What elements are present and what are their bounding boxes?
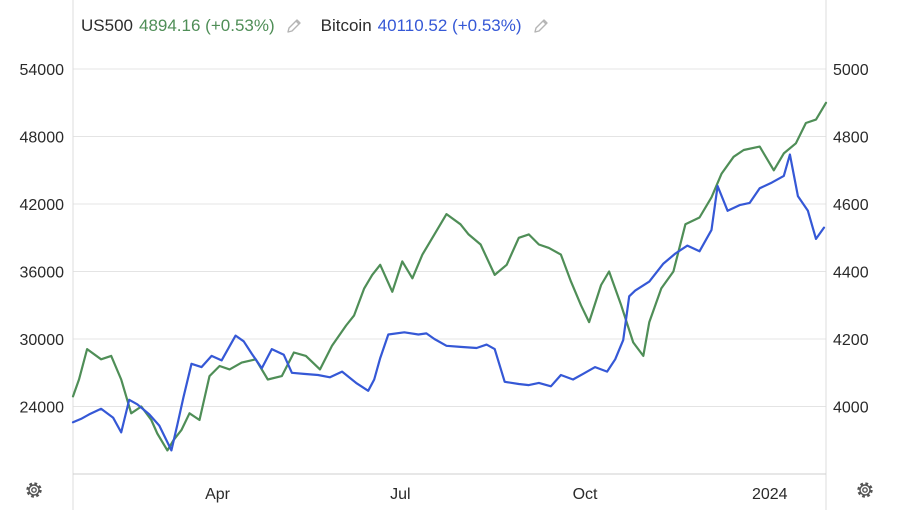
legend-us500-change: (+0.53%)	[205, 16, 275, 35]
y-left-tick-label: 42000	[20, 197, 65, 214]
series-line-us500	[71, 101, 828, 452]
x-tick-label: Jul	[390, 486, 410, 503]
x-tick-label: Apr	[205, 486, 231, 503]
legend-bitcoin-symbol: Bitcoin	[320, 16, 372, 35]
y-right-tick-label: 4600	[833, 197, 869, 214]
y-left-tick-label: 48000	[20, 130, 65, 147]
series-line-bitcoin	[71, 153, 826, 452]
y-left-tick-label: 24000	[20, 400, 65, 417]
y-right-tick-label: 5000	[833, 62, 869, 79]
y-left-tick-label: 54000	[20, 62, 65, 79]
y-left-tick-label: 30000	[20, 332, 65, 349]
legend-us500-symbol: US500	[81, 16, 133, 35]
y-left-tick-label: 36000	[20, 265, 65, 282]
chart-legend: US500 4894.16 (+0.53%) Bitcoin 40110.52 …	[81, 13, 568, 39]
edit-us500-pencil-icon[interactable]	[285, 17, 303, 35]
left-axis-gear-icon[interactable]	[24, 480, 44, 500]
right-axis-gear-icon[interactable]	[855, 480, 875, 500]
x-tick-label: Oct	[573, 486, 598, 503]
legend-bitcoin-value: 40110.52	[377, 16, 448, 35]
legend-bitcoin-change: (+0.53%)	[452, 16, 522, 35]
legend-us500-value: 4894.16	[138, 16, 201, 35]
y-right-tick-label: 4400	[833, 265, 869, 282]
x-tick-label: 2024	[752, 486, 788, 503]
y-right-tick-label: 4000	[833, 400, 869, 417]
y-right-tick-label: 4800	[833, 130, 869, 147]
y-right-tick-label: 4200	[833, 332, 869, 349]
edit-bitcoin-pencil-icon[interactable]	[532, 17, 550, 35]
